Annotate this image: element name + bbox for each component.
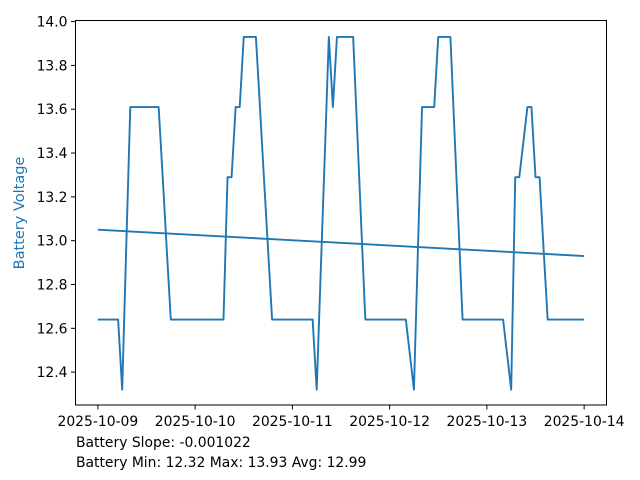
y-tick-label: 14.0 [37, 15, 68, 31]
battery-trend-line [97, 228, 585, 257]
x-tick-label: 2025-10-11 [252, 414, 333, 430]
y-tick-label: 13.2 [37, 190, 68, 206]
x-tick-label: 2025-10-10 [155, 414, 236, 430]
x-tick-label: 2025-10-14 [544, 414, 625, 430]
y-tick-label: 12.8 [37, 278, 68, 294]
battery-voltage-line [97, 35, 585, 391]
annotation-battery-slope: Battery Slope: -0.001022 [76, 435, 251, 451]
x-axis-ticks: 2025-10-09 2025-10-10 2025-10-11 2025-10-12… [58, 405, 625, 430]
y-tick-label: 13.6 [37, 102, 68, 118]
y-axis-ticks: 12.4 12.6 12.8 13.0 13.2 13.4 13.6 13.8 14.0 [37, 15, 76, 381]
y-tick-label: 13.4 [37, 146, 68, 162]
x-tick-label: 2025-10-09 [58, 414, 139, 430]
y-tick-label: 13.0 [37, 234, 68, 250]
x-tick-label: 2025-10-13 [447, 414, 528, 430]
chart-series [97, 35, 585, 391]
y-tick-label: 12.6 [37, 321, 68, 337]
plot-area-border [75, 20, 607, 406]
annotation-battery-stats: Battery Min: 12.32 Max: 13.93 Avg: 12.99 [76, 455, 366, 471]
x-tick-label: 2025-10-12 [349, 414, 430, 430]
y-tick-label: 13.8 [37, 58, 68, 74]
y-axis-label: Battery Voltage [12, 157, 28, 270]
y-tick-label: 12.4 [37, 365, 68, 381]
